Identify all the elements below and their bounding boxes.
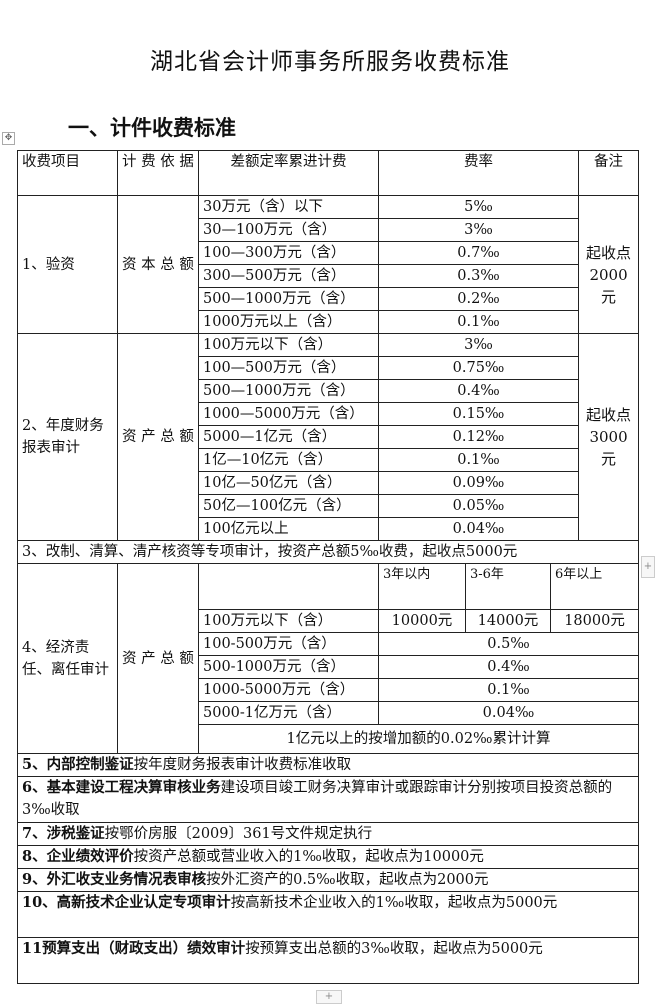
fee-table: 收费项目 计 费 依 据 差额定率累进计费 费率 备注 1、验资 资 本 总 额… bbox=[16, 150, 640, 984]
rate-cell: 0.12‰ bbox=[377, 425, 580, 449]
item-row: 5、内部控制鉴证按年度财务报表审计收费标准收取 bbox=[16, 753, 640, 777]
header-note: 备注 bbox=[578, 150, 640, 196]
table-header-row: 收费项目 计 费 依 据 差额定率累进计费 费率 备注 bbox=[17, 150, 640, 196]
item-title: 5、内部控制鉴证 bbox=[22, 756, 134, 773]
header-range: 差额定率累进计费 bbox=[198, 150, 379, 196]
item-title: 11预算支出（财政支出）绩效审计 bbox=[22, 940, 246, 957]
item-row: 6、基本建设工程决算审核业务建设项目竣工财务决算审计或跟踪审计分别按项目投资总额… bbox=[16, 776, 640, 823]
range-cell: 100亿元以上 bbox=[198, 517, 379, 541]
table-row: 2、年度财务报表审计 资 产 总 额 100万元以下（含） 3‰ 起收点3000… bbox=[17, 333, 640, 541]
item-row: 11预算支出（财政支出）绩效审计按预算支出总额的3‰收取，起收点为5000元 bbox=[16, 937, 640, 984]
header-basis: 计 费 依 据 bbox=[117, 150, 199, 196]
period-header: 6年以上 bbox=[549, 563, 640, 610]
header-item: 收费项目 bbox=[17, 150, 118, 196]
item-title: 7、涉税鉴证 bbox=[22, 825, 105, 842]
range-cell: 5000-1亿万元（含） bbox=[198, 701, 379, 725]
rate-cell: 0.1‰ bbox=[377, 678, 640, 702]
item-text: 按鄂价房服〔2009〕361号文件规定执行 bbox=[104, 826, 373, 842]
table-row: 1、验资 资 本 总 额 30万元（含）以下 5‰ 起收点2000元 bbox=[17, 195, 640, 334]
rate-cell: 0.4‰ bbox=[377, 379, 580, 403]
rate-cell: 0.75‰ bbox=[377, 356, 580, 380]
range-cell: 500—1000万元（含） bbox=[198, 379, 379, 403]
rate-cell: 5‰ bbox=[377, 195, 580, 219]
rate-cell: 0.7‰ bbox=[377, 241, 580, 265]
rate-cell: 0.05‰ bbox=[377, 494, 580, 518]
footer-note-cell: 1亿元以上的按增加额的0.02‰累计计算 bbox=[197, 724, 640, 754]
item-title: 10、高新技术企业认定专项审计 bbox=[22, 894, 231, 911]
rate-cell: 0.15‰ bbox=[377, 402, 580, 426]
item-title: 8、企业绩效评价 bbox=[22, 848, 134, 865]
range-cell: 100-500万元（含） bbox=[198, 632, 379, 656]
rate-cell: 0.09‰ bbox=[377, 471, 580, 495]
table-move-handle-icon[interactable]: ✥ bbox=[2, 132, 15, 145]
item-text: 按外汇资产的0.5‰收取，起收点为2000元 bbox=[206, 872, 489, 888]
section-heading: 一、计件收费标准 bbox=[68, 115, 236, 140]
rate-cell: 0.5‰ bbox=[377, 632, 640, 656]
basis-cell: 资 产 总 额 bbox=[117, 563, 199, 754]
range-cell: 500—1000万元（含） bbox=[198, 287, 379, 311]
fee-cell: 10000元 bbox=[378, 609, 466, 633]
item-title: 9、外汇收支业务情况表审核 bbox=[22, 871, 207, 888]
table-row: 4、经济责任、离任审计 资 产 总 额 3年以内 3-6年 6年以上 bbox=[17, 563, 640, 754]
note-cell: 起收点3000元 bbox=[578, 333, 640, 541]
period-header: 3-6年 bbox=[465, 563, 551, 610]
range-cell: 50亿—100亿元（含） bbox=[198, 494, 379, 518]
item-text: 按资产总额或营业收入的1‰收取，起收点为10000元 bbox=[133, 849, 484, 865]
fee-cell: 18000元 bbox=[549, 609, 640, 633]
range-cell: 100万元以下（含） bbox=[198, 333, 379, 357]
basis-cell: 资 产 总 额 bbox=[117, 333, 199, 541]
note-cell: 起收点2000元 bbox=[578, 195, 640, 334]
range-cell bbox=[198, 563, 379, 610]
rate-cell: 0.1‰ bbox=[377, 448, 580, 472]
document-title: 湖北省会计师事务所服务收费标准 bbox=[150, 49, 510, 75]
item-text: 按高新技术企业收入的1‰收取，起收点为5000元 bbox=[230, 895, 558, 911]
header-rate: 费率 bbox=[377, 150, 580, 196]
rate-cell: 0.04‰ bbox=[377, 517, 580, 541]
item-cell: 4、经济责任、离任审计 bbox=[17, 563, 118, 754]
item-row: 8、企业绩效评价按资产总额或营业收入的1‰收取，起收点为10000元 bbox=[16, 845, 640, 869]
rate-cell: 0.4‰ bbox=[377, 655, 640, 679]
range-cell: 1000-5000万元（含） bbox=[198, 678, 379, 702]
item-text: 按预算支出总额的3‰收取，起收点为5000元 bbox=[245, 941, 543, 957]
rate-cell: 0.04‰ bbox=[377, 701, 640, 725]
fee-cell: 14000元 bbox=[465, 609, 551, 633]
period-header: 3年以内 bbox=[378, 563, 466, 610]
item-title: 6、基本建设工程决算审核业务 bbox=[22, 779, 221, 796]
range-cell: 100—500万元（含） bbox=[198, 356, 379, 380]
range-cell: 1000万元以上（含） bbox=[198, 310, 379, 334]
item-cell: 2、年度财务报表审计 bbox=[17, 333, 118, 541]
rate-cell: 0.3‰ bbox=[377, 264, 580, 288]
item-row: 9、外汇收支业务情况表审核按外汇资产的0.5‰收取，起收点为2000元 bbox=[16, 868, 640, 892]
range-cell: 100—300万元（含） bbox=[198, 241, 379, 265]
range-cell: 5000—1亿元（含） bbox=[198, 425, 379, 449]
range-cell: 100万元以下（含） bbox=[198, 609, 379, 633]
add-column-button[interactable]: + bbox=[641, 556, 655, 578]
rate-cell: 3‰ bbox=[377, 333, 580, 357]
range-cell: 10亿—50亿元（含） bbox=[198, 471, 379, 495]
table-row: 3、改制、清算、清产核资等专项审计，按资产总额5‰收费，起收点5000元 bbox=[16, 540, 640, 564]
item-cell: 1、验资 bbox=[17, 195, 118, 334]
range-cell: 1000—5000万元（含） bbox=[198, 402, 379, 426]
rate-cell: 0.1‰ bbox=[377, 310, 580, 334]
rate-cell: 3‰ bbox=[377, 218, 580, 242]
item-text: 按年度财务报表审计收费标准收取 bbox=[133, 757, 352, 773]
rate-cell: 0.2‰ bbox=[377, 287, 580, 311]
item-row: 10、高新技术企业认定专项审计按高新技术企业收入的1‰收取，起收点为5000元 bbox=[16, 891, 640, 938]
special-audit-row: 3、改制、清算、清产核资等专项审计，按资产总额5‰收费，起收点5000元 bbox=[16, 540, 640, 564]
item-row: 7、涉税鉴证按鄂价房服〔2009〕361号文件规定执行 bbox=[16, 822, 640, 846]
range-cell: 30万元（含）以下 bbox=[198, 195, 379, 219]
range-cell: 30—100万元（含） bbox=[198, 218, 379, 242]
range-cell: 300—500万元（含） bbox=[198, 264, 379, 288]
range-cell: 1亿—10亿元（含） bbox=[198, 448, 379, 472]
basis-cell: 资 本 总 额 bbox=[117, 195, 199, 334]
item-text: 建设项目竣工财务决算审计或跟踪审计分别按项目投资总额的3‰收取 bbox=[22, 780, 613, 818]
range-cell: 500-1000万元（含） bbox=[198, 655, 379, 679]
